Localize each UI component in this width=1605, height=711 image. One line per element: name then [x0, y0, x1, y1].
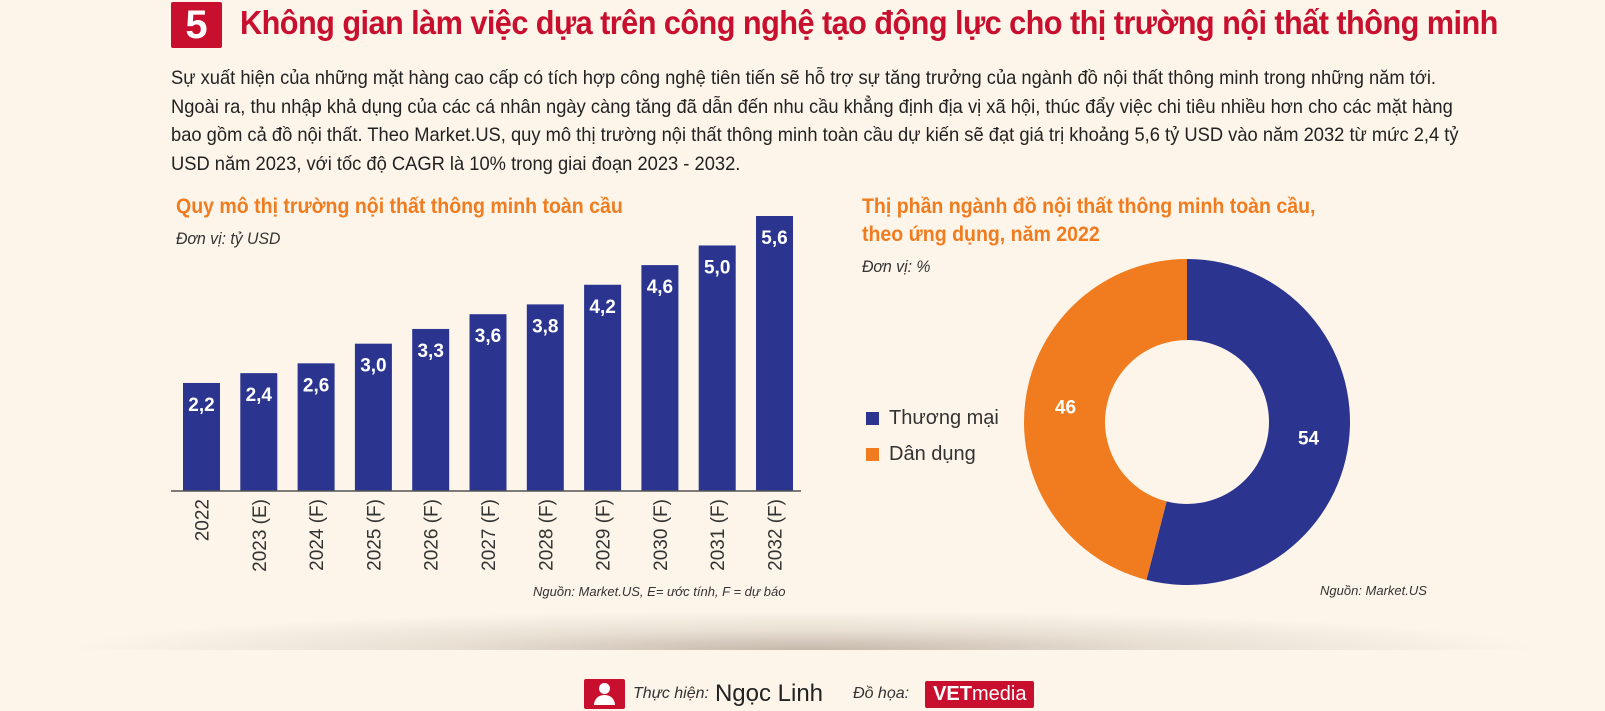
legend-swatch-residential — [866, 447, 879, 461]
donut-chart-source: Nguồn: Market.US — [1320, 583, 1427, 598]
divider-shadow — [60, 610, 1550, 650]
bar-chart-title: Quy mô thị trường nội thất thông minh to… — [176, 195, 623, 218]
donut-value-label: 46 — [1055, 398, 1076, 419]
person-icon — [584, 679, 625, 709]
bar-2024 (F) — [297, 363, 335, 491]
x-tick-label: 2022 — [193, 499, 214, 541]
bar-value-label: 3,8 — [532, 316, 558, 337]
donut-chart-title-line1: Thị phần ngành đồ nội thất thông minh to… — [862, 195, 1316, 218]
bar-value-label: 4,2 — [589, 297, 615, 318]
bar-2026 (F) — [412, 328, 450, 491]
x-tick-label: 2025 (F) — [364, 499, 385, 571]
bar-2025 (F) — [354, 343, 392, 491]
bar-2023 (E) — [240, 373, 278, 491]
x-tick-label: 2032 (F) — [766, 499, 787, 571]
legend-swatch-commercial — [866, 411, 879, 425]
x-tick-label: 2029 (F) — [594, 499, 615, 571]
x-tick-label: 2027 (F) — [479, 499, 500, 571]
bar-value-label: 4,6 — [647, 277, 673, 298]
x-tick-label: 2023 (E) — [250, 499, 271, 572]
design-label: Đồ họa: — [853, 685, 910, 702]
x-tick-label: 2030 (F) — [651, 499, 672, 571]
bar-value-label: 3,3 — [417, 341, 443, 362]
credits-footer: Thực hiện: Ngọc Linh Đồ họa: VETmedia — [584, 678, 1035, 710]
legend-item-residential: Dân dụng — [866, 436, 999, 472]
bar-value-label: 5,0 — [704, 257, 730, 278]
vetmedia-logo: VETmedia — [925, 680, 1035, 708]
legend-label-residential: Dân dụng — [889, 442, 976, 465]
section-number: 5 — [171, 2, 222, 48]
page-title: Không gian làm việc dựa trên công nghệ t… — [240, 4, 1498, 41]
bar-2029 (F) — [584, 284, 622, 491]
bar-value-label: 3,6 — [475, 326, 501, 347]
x-tick-label: 2024 (F) — [307, 499, 328, 571]
bar-2027 (F) — [469, 314, 507, 491]
bar-value-label: 2,2 — [188, 395, 214, 416]
donut-slice-commercial — [1146, 259, 1351, 586]
x-tick-label: 2026 (F) — [422, 499, 443, 571]
x-tick-label: 2028 (F) — [536, 499, 557, 571]
donut-value-label: 54 — [1298, 428, 1320, 449]
intro-paragraph: Sự xuất hiện của những mặt hàng cao cấp … — [171, 67, 1459, 175]
author-name: Ngọc Linh — [714, 680, 824, 707]
bar-value-label: 2,6 — [303, 375, 329, 396]
donut-legend: Thương mại Dân dụng — [866, 400, 999, 472]
donut-chart-unit: Đơn vị: % — [862, 257, 931, 276]
x-tick-label: 2031 (F) — [708, 499, 729, 571]
bar-2031 (F) — [698, 245, 736, 491]
bar-chart-unit: Đơn vị: tỷ USD — [176, 229, 281, 248]
legend-item-commercial: Thương mại — [866, 400, 999, 436]
author-label: Thực hiện: — [633, 685, 709, 702]
bar-2028 (F) — [526, 304, 564, 491]
bar-value-label: 3,0 — [360, 356, 386, 377]
donut-slice-residential — [1024, 259, 1187, 580]
legend-label-commercial: Thương mại — [889, 406, 999, 429]
bar-value-label: 5,6 — [761, 228, 787, 249]
bar-2022 — [183, 382, 220, 491]
donut-chart-title-line2: theo ứng dụng, năm 2022 — [862, 223, 1100, 246]
bar-2032 (F) — [756, 216, 793, 491]
bar-value-label: 2,4 — [246, 385, 273, 406]
bar-chart-source: Nguồn: Market.US, E= ước tính, F = dự bá… — [533, 584, 786, 599]
bar-2030 (F) — [641, 265, 679, 491]
